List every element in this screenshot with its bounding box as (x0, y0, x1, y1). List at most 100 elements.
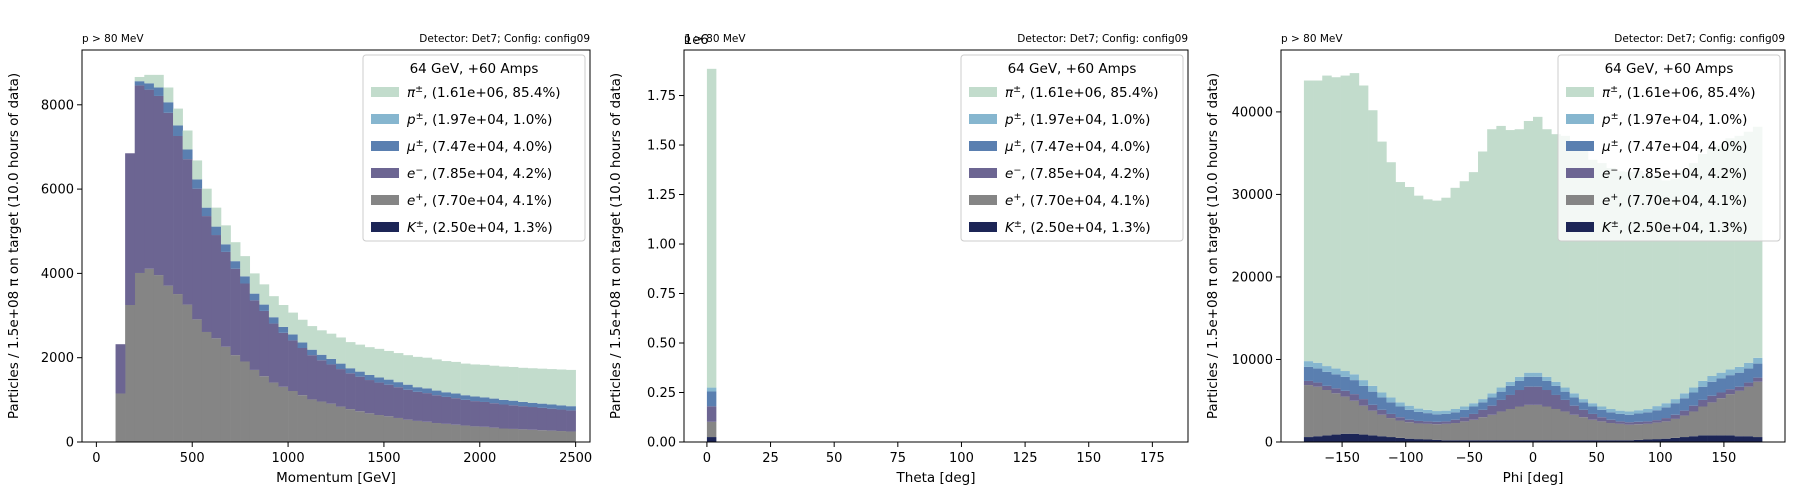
bar-pi (182, 130, 193, 150)
bar-em (307, 355, 318, 400)
bar-em (1688, 405, 1699, 412)
bar-ep (1697, 406, 1708, 436)
legend-swatch-mu (371, 141, 399, 151)
bar-em (412, 391, 423, 421)
chart-panel-2: 0 25 50 75 100 125 150 175 0.00 0.25 0.50 0.75 1.00 1… (608, 33, 1189, 486)
x-tick-label: 2000 (463, 451, 496, 466)
bar-pi (1404, 186, 1415, 406)
bar-ep (144, 268, 155, 442)
legend-swatch-pi (1566, 87, 1594, 97)
bar-pi (1505, 130, 1515, 382)
bar-p (1597, 406, 1607, 410)
legend-entry-K: K±, (2.50e+04, 1.3%) (1005, 219, 1151, 236)
bar-pi (470, 364, 481, 397)
bar-mu (431, 390, 442, 396)
bar-pi (1377, 141, 1387, 393)
bar-ep (1459, 421, 1470, 441)
x-tick-label: 0 (1529, 451, 1537, 466)
legend-box (362, 54, 586, 242)
bar-em (153, 95, 164, 276)
bar-em (518, 406, 528, 430)
bar-pi (1587, 159, 1598, 404)
bar-mu (364, 374, 375, 381)
bar-em (1670, 414, 1680, 419)
bar-mu (316, 354, 327, 361)
bar-p (1478, 399, 1488, 403)
bar-ep (1496, 411, 1506, 441)
bar-pi (393, 353, 404, 383)
bar-mu (1725, 375, 1735, 390)
bar-em (1441, 421, 1451, 424)
bar-pi (1523, 120, 1534, 373)
bar-K (1413, 439, 1424, 442)
title-left: p > 80 MeV (684, 33, 746, 45)
bar-p (1496, 387, 1506, 392)
legend: 64 GeV, +60 Amps π±, (1.61e+06, 85.4%) p±,… (362, 54, 586, 242)
bar-em (1633, 421, 1644, 425)
bar-p (1642, 408, 1653, 413)
bar-em (1652, 420, 1662, 423)
bar-pi (220, 225, 231, 245)
legend-entry-mu: μ±, (7.47e+04, 4.0%) (1601, 138, 1747, 155)
bar-pi (355, 344, 366, 372)
bar-pi (537, 368, 548, 404)
bar-K (1331, 434, 1341, 442)
bar-p (1368, 385, 1378, 392)
bar-mu (240, 276, 251, 284)
legend-entry-p: p±, (1.97e+04, 1.0%) (1601, 111, 1747, 128)
bar-em (1358, 399, 1369, 406)
bar-ep (259, 376, 270, 442)
bar-ep (163, 285, 174, 442)
x-tick-label: −100 (1388, 451, 1424, 466)
bar-ep (546, 430, 557, 442)
bar-p (1688, 387, 1699, 393)
bar-p (1349, 374, 1360, 381)
bar-ep (1514, 406, 1525, 441)
bar-mu (220, 244, 231, 252)
bar-mu (1505, 385, 1515, 395)
bar-ep (1368, 410, 1378, 436)
bar-mu (1633, 413, 1644, 422)
bar-em (1340, 390, 1351, 397)
legend-swatch-mu (1566, 141, 1594, 151)
bar-mu (393, 382, 404, 388)
legend: 64 GeV, +60 Amps π±, (1.61e+06, 85.4%) p±,… (1557, 54, 1781, 242)
bar-ep (115, 393, 126, 442)
bar-K (1349, 433, 1360, 442)
bar-ep (1551, 408, 1561, 441)
title-right: Detector: Det7; Config: config09 (419, 33, 590, 45)
bar-pi (1752, 126, 1763, 358)
bar-ep (153, 275, 164, 442)
bar-p (1697, 380, 1708, 387)
bar-em (451, 398, 461, 425)
bar-pi (1368, 110, 1378, 386)
legend-swatch-pi (371, 87, 399, 97)
bar-ep (518, 429, 528, 442)
chart-panel-1: 0 500 1000 1500 2000 2500 0 2000 4000 6000 8000 Mom… (6, 33, 592, 486)
bar-ep (431, 423, 442, 442)
bar-mu (1734, 372, 1745, 387)
bar-em (1615, 421, 1625, 424)
bar-em (1752, 377, 1763, 382)
legend-entry-ep: e+, (7.70e+04, 4.1%) (1005, 192, 1150, 209)
bar-p (1313, 362, 1323, 369)
bar-pi (431, 359, 442, 391)
bar-em (355, 376, 366, 412)
bar-em (201, 216, 212, 332)
bar-ep (422, 421, 433, 442)
bar-em (1707, 395, 1717, 403)
bar-pi (1478, 151, 1488, 400)
bar-p (1624, 411, 1635, 415)
bar-em (1313, 382, 1323, 387)
bar-pi (249, 273, 260, 294)
bar-mu (1597, 409, 1607, 418)
bar-p (1670, 399, 1680, 404)
bar-em (1542, 390, 1552, 407)
bar-p (1578, 399, 1589, 403)
bar-mu (1468, 406, 1479, 414)
bar-mu (1404, 409, 1415, 420)
bar-mu (1679, 398, 1690, 411)
legend-entry-p: p±, (1.97e+04, 1.0%) (1004, 111, 1150, 128)
bar-em (1578, 409, 1589, 418)
bar-pi (422, 357, 433, 389)
